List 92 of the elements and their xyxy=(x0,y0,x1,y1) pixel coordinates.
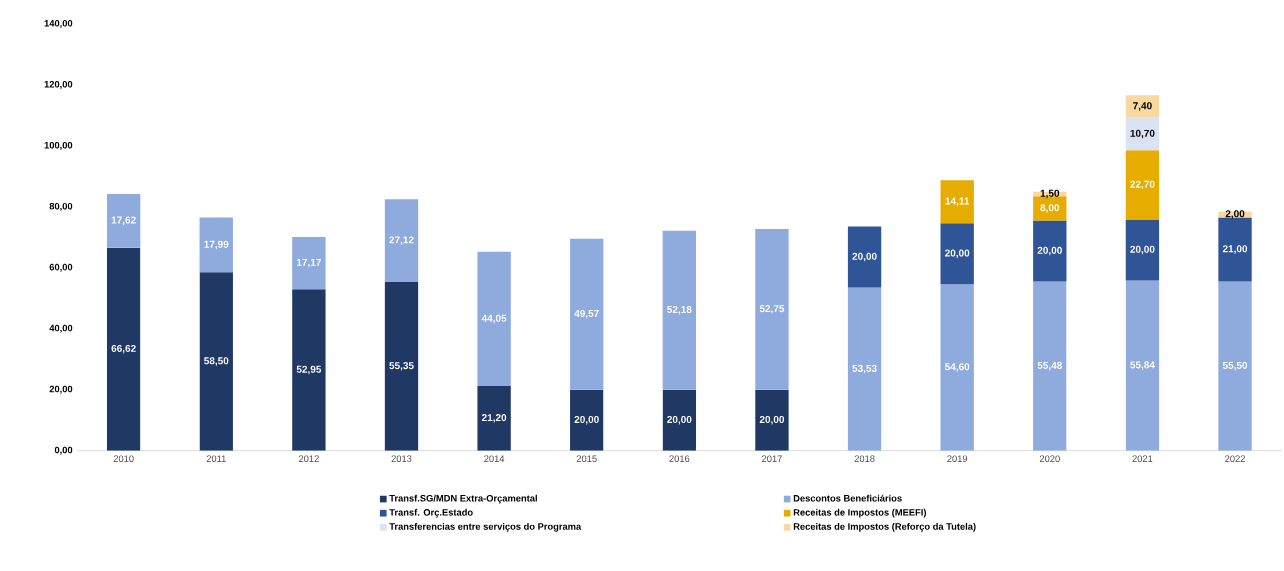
x-tick-label: 2016 xyxy=(669,455,690,463)
bar xyxy=(1218,211,1252,218)
data-label: 8,00 xyxy=(1040,204,1060,213)
bar xyxy=(199,217,233,273)
y-tick-label: 60,00 xyxy=(49,264,73,272)
legend-label: Transferencias entre serviços do Programa xyxy=(389,523,582,532)
bar xyxy=(1125,219,1160,281)
legend-label: Transf. Orç.Estado xyxy=(389,509,473,518)
y-tick-label: 140,00 xyxy=(44,20,73,29)
data-label: 55,48 xyxy=(1037,362,1062,371)
data-label: 17,17 xyxy=(297,259,321,268)
legend-label: Transf.SG/MDN Extra-Orçamental xyxy=(389,494,537,504)
legend-label: Descontos Beneficiários xyxy=(793,494,902,502)
data-label: 17,62 xyxy=(111,216,136,226)
data-label: 17,99 xyxy=(204,240,229,250)
bar xyxy=(755,389,789,451)
y-tick-label: 40,00 xyxy=(49,324,73,333)
x-tick-label: 2013 xyxy=(391,455,412,463)
data-label: 21,00 xyxy=(1222,245,1248,254)
y-tick-label: 20,00 xyxy=(49,385,73,394)
x-tick-label: 2015 xyxy=(576,455,597,463)
bar xyxy=(1125,117,1160,151)
data-label: 2,00 xyxy=(1225,210,1245,219)
bar xyxy=(1125,95,1160,118)
data-label: 66,62 xyxy=(111,345,136,354)
bar xyxy=(847,287,882,451)
data-label: 49,57 xyxy=(574,310,599,319)
bar xyxy=(1218,281,1252,451)
data-label: 20,00 xyxy=(667,416,692,425)
data-label: 21,20 xyxy=(481,414,507,423)
x-tick-label: 2012 xyxy=(298,455,319,463)
data-label: 20,00 xyxy=(945,249,970,259)
legend-label: Receitas de Impostos (Reforço da Tutela) xyxy=(793,523,976,532)
data-label: 44,05 xyxy=(481,314,507,324)
y-tick-label: 0,00 xyxy=(54,446,73,455)
legend-label: Receitas de Impostos (MEEFI) xyxy=(793,509,926,518)
bar xyxy=(384,199,419,283)
data-label: 52,75 xyxy=(759,305,785,314)
data-label: 20,00 xyxy=(852,252,877,262)
x-tick-label: 2021 xyxy=(1132,455,1153,463)
data-label: 1,50 xyxy=(1040,189,1060,199)
x-tick-label: 2017 xyxy=(762,455,782,463)
x-tick-label: 2019 xyxy=(947,455,968,463)
data-label: 10,70 xyxy=(1130,129,1155,139)
data-label: 58,50 xyxy=(204,357,229,366)
x-tick-label: 2010 xyxy=(113,455,134,463)
data-label: 27,12 xyxy=(389,236,414,246)
bar xyxy=(1033,196,1067,221)
data-label: 20,00 xyxy=(759,416,785,425)
bar xyxy=(940,180,974,224)
x-tick-label: 2014 xyxy=(484,455,505,463)
bar xyxy=(755,229,789,390)
x-tick-label: 2011 xyxy=(206,455,226,463)
y-tick-label: 120,00 xyxy=(44,81,73,90)
bar xyxy=(1033,220,1067,282)
data-label: 55,50 xyxy=(1222,361,1248,371)
data-label: 14,11 xyxy=(945,197,970,207)
bar xyxy=(662,230,697,390)
bar xyxy=(662,389,697,451)
bar xyxy=(847,226,882,288)
data-label: 52,18 xyxy=(667,306,692,315)
data-label: 20,00 xyxy=(574,416,599,425)
y-tick-label: 100,00 xyxy=(44,142,73,151)
bar xyxy=(1033,281,1067,451)
data-label: 55,35 xyxy=(389,362,414,371)
bar xyxy=(292,237,326,290)
bar xyxy=(940,223,974,285)
data-label: 20,00 xyxy=(1130,245,1155,255)
bar xyxy=(477,386,511,451)
bar xyxy=(570,238,604,390)
bar xyxy=(106,247,141,451)
bar xyxy=(940,284,974,451)
y-tick-label: 80,00 xyxy=(49,203,73,211)
bar xyxy=(199,272,233,451)
bar xyxy=(384,282,419,451)
bar xyxy=(1125,280,1160,451)
data-label: 22,70 xyxy=(1130,180,1155,190)
bar xyxy=(477,251,511,387)
x-tick-label: 2018 xyxy=(854,455,875,463)
bar xyxy=(106,194,141,248)
data-label: 55,84 xyxy=(1130,361,1155,371)
bar xyxy=(1125,150,1160,220)
data-label: 20,00 xyxy=(1037,247,1062,256)
data-label: 53,53 xyxy=(852,364,877,374)
x-tick-label: 2020 xyxy=(1039,455,1060,463)
data-label: 7,40 xyxy=(1133,102,1152,111)
x-tick-label: 2022 xyxy=(1225,455,1245,463)
bar xyxy=(292,289,326,451)
bar xyxy=(570,389,604,451)
data-label: 54,60 xyxy=(944,363,970,372)
data-label: 52,95 xyxy=(296,365,322,375)
bar xyxy=(1218,217,1252,282)
